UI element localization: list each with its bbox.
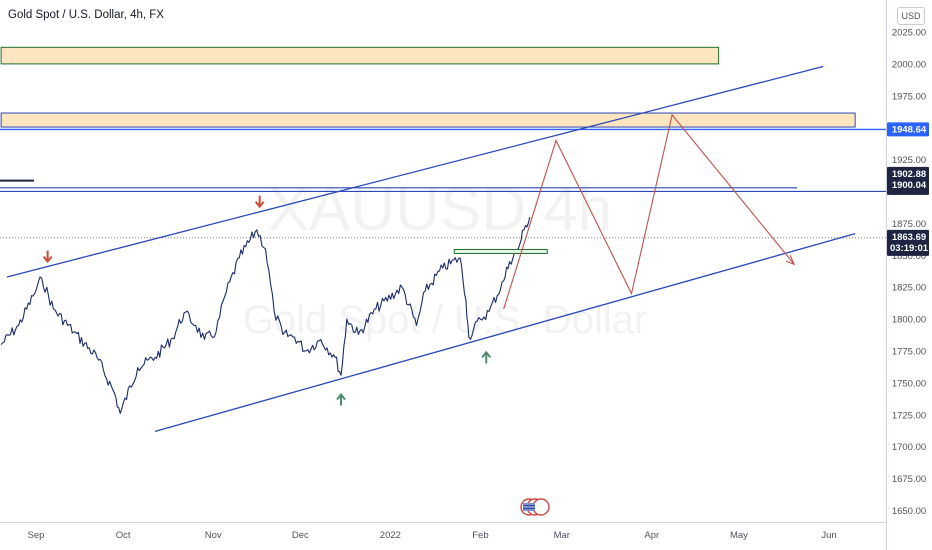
y-tick-label: 1875.00 <box>892 219 926 230</box>
x-tick-label: Apr <box>644 530 659 541</box>
x-tick-label: Oct <box>116 530 131 541</box>
price-tag-1948: 1948.64 <box>887 122 929 137</box>
y-tick-label: 1800.00 <box>892 315 926 326</box>
y-tick-label: 1850.00 <box>892 251 926 262</box>
y-tick-label: 1675.00 <box>892 474 926 485</box>
channel-line-lower <box>154 232 856 433</box>
price-tag-1900-text: 1902.88 <box>892 169 926 180</box>
y-tick-label: 1650.00 <box>892 506 926 517</box>
demand-line <box>453 248 548 254</box>
arrow-head <box>481 350 492 359</box>
economic-events-icon <box>520 498 550 516</box>
arrow-head <box>254 201 265 209</box>
arrow-up-icon-4 <box>481 350 492 364</box>
y-tick-label: 1750.00 <box>892 378 926 389</box>
projection-path <box>503 113 795 310</box>
arrow-down-icon-2 <box>254 195 265 209</box>
price-tag-1948-bg <box>887 122 929 137</box>
y-tick-label: 1825.00 <box>892 283 926 294</box>
price-tag-1900-bg <box>887 166 929 195</box>
arrow-up-icon-3 <box>336 392 346 406</box>
arrow-head <box>42 255 53 264</box>
x-tick-label: Nov <box>205 530 222 541</box>
price-tag-last-text: 03:19:01 <box>890 243 929 254</box>
price-tag-1900-text: 1900.04 <box>892 180 927 191</box>
y-tick-label: 1925.00 <box>892 155 926 166</box>
arrow-head <box>336 392 346 401</box>
event-flag-3 <box>532 498 550 516</box>
y-tick-label: 1725.00 <box>892 410 926 421</box>
channel-line-upper <box>6 65 824 278</box>
supply-zone-1 <box>0 46 720 65</box>
x-tick-label: May <box>730 530 748 541</box>
watermark-description: Gold Spot / U.S. Dollar <box>243 298 648 342</box>
x-tick-label: Dec <box>292 530 309 541</box>
x-tick-label: Jun <box>821 530 836 541</box>
symbol-legend[interactable]: Gold Spot / U.S. Dollar, 4h, FX <box>8 9 164 21</box>
price-line <box>0 216 531 415</box>
price-tag-last-bg <box>887 229 929 256</box>
y-tick-label: 2025.00 <box>892 28 926 39</box>
price-tag-1948-text: 1948.64 <box>892 124 927 135</box>
x-tick-label: Sep <box>28 530 45 541</box>
supply-zone-2 <box>0 112 856 128</box>
price-tag-last-text: 1863.69 <box>892 232 926 243</box>
y-tick-label: 2000.00 <box>892 59 926 70</box>
x-tick-label: 2022 <box>380 530 401 541</box>
x-tick-label: Feb <box>472 530 488 541</box>
x-tick-label: Mar <box>554 530 570 541</box>
projection-arrowhead <box>785 255 796 266</box>
currency-button[interactable]: USD <box>897 7 925 25</box>
y-tick-label: 1775.00 <box>892 347 926 358</box>
watermark-symbol: XAUUSD 4h <box>268 175 613 244</box>
price-axis <box>886 0 932 550</box>
arrow-down-icon-1 <box>42 250 53 264</box>
y-tick-label: 1975.00 <box>892 91 926 102</box>
y-tick-label: 1700.00 <box>892 442 926 453</box>
